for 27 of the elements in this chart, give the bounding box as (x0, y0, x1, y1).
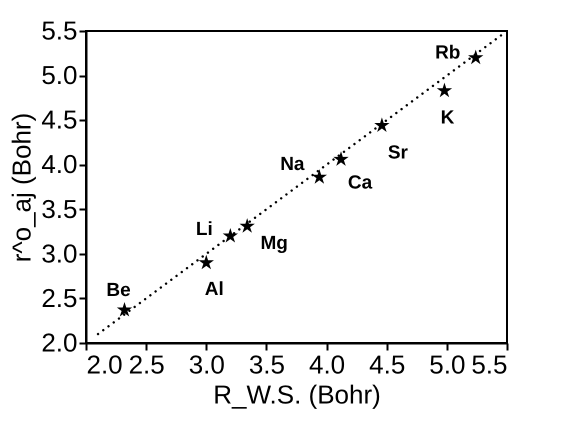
y-tick-label: 5.0 (41, 60, 78, 90)
y-axis-title: r^o_aj (Bohr) (6, 112, 36, 262)
annotation: Li (196, 219, 213, 240)
x-tick-label: 2.5 (128, 350, 165, 380)
x-tick-label: 5.0 (429, 350, 466, 380)
y-tick-label: 3.5 (41, 194, 78, 224)
y-tick-label: 3.0 (41, 238, 78, 268)
x-tick-label: 4.0 (308, 350, 346, 380)
annotation: Ca (348, 172, 373, 194)
annotation: Mg (260, 233, 288, 254)
annotation: Na (280, 154, 305, 176)
annotation: Rb (435, 42, 460, 64)
x-tick-label: 5.5 (471, 350, 508, 380)
annotation: Sr (388, 142, 409, 164)
annotation: Be (106, 280, 131, 302)
x-tick-label: 4.5 (369, 350, 406, 380)
annotation: K (440, 108, 455, 129)
x-axis-title: R_W.S. (Bohr) (213, 380, 381, 410)
y-tick-label: 2.0 (41, 328, 78, 358)
x-tick-label: 3.0 (188, 350, 225, 380)
x-tick-label: 3.5 (248, 350, 286, 380)
annotation: Al (204, 278, 224, 300)
y-tick-label: 2.5 (41, 282, 78, 313)
y-tick-label: 5.5 (41, 16, 78, 46)
y-tick-label: 4.0 (41, 149, 78, 180)
x-tick-label: 2.0 (86, 350, 123, 380)
y-tick-label: 4.5 (41, 104, 78, 135)
